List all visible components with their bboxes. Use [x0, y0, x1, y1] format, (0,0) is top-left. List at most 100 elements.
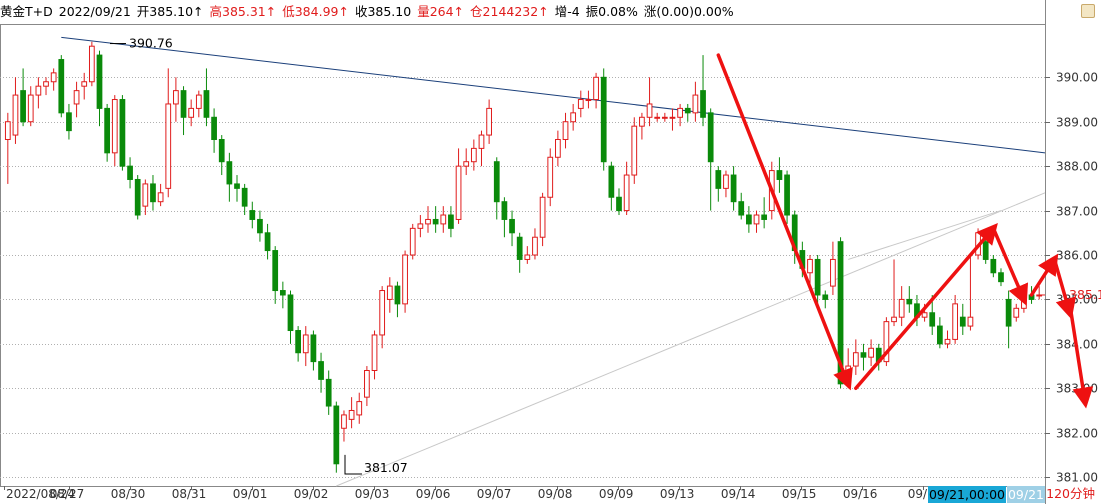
x-tick-label: 09/01: [233, 487, 268, 501]
settings-icon[interactable]: [1081, 4, 1095, 18]
candle-body: [218, 139, 225, 163]
candle-body: [577, 99, 584, 109]
candle-body: [432, 218, 439, 225]
current-price-label: 385.10: [1069, 287, 1101, 302]
candle-body: [998, 272, 1004, 283]
cursor-date-box-secondary: 09/21: [1007, 486, 1045, 503]
candle-body: [585, 99, 592, 102]
candle-body: [417, 223, 424, 229]
candle-body: [134, 178, 141, 216]
candle-body: [478, 134, 485, 149]
candle-body: [58, 59, 65, 114]
candle-body: [723, 174, 729, 189]
candle-body: [341, 414, 347, 429]
candle-body: [241, 187, 248, 207]
red-arrow: [1052, 257, 1076, 320]
candle-body: [66, 112, 72, 132]
candle-body: [211, 116, 217, 140]
candle-body: [81, 81, 88, 87]
x-tick-label: 09/13: [660, 487, 695, 501]
candle-body: [318, 361, 324, 380]
candle-body: [27, 94, 34, 123]
candle-body: [898, 298, 905, 318]
candle-body: [593, 76, 599, 101]
red-arrow: [1029, 253, 1059, 297]
y-tick-label: 388.00: [1056, 160, 1098, 174]
candle-body: [631, 125, 638, 176]
candle-body: [127, 165, 133, 180]
candle-body: [600, 76, 607, 163]
candle-body: [539, 196, 546, 238]
candle-body: [959, 316, 966, 327]
candle-body: [509, 218, 515, 234]
candle-body: [700, 90, 706, 118]
low-price: 低384.99↑: [282, 4, 349, 19]
candle-body: [50, 72, 57, 83]
candle-body: [12, 94, 19, 136]
candle-body: [188, 107, 195, 118]
candle-body: [157, 192, 164, 203]
x-tick-label: 09/07: [477, 487, 512, 501]
candle-body: [302, 334, 309, 354]
candle-body: [692, 94, 699, 114]
candle-body: [516, 236, 523, 260]
candle-body: [860, 352, 867, 358]
red-arrow: [991, 226, 1029, 306]
candle-body: [707, 112, 714, 163]
candle-body: [929, 312, 936, 327]
candle-body: [180, 90, 187, 118]
high-price: 高385.31↑: [209, 4, 277, 19]
candle-body: [4, 121, 11, 140]
candle-body: [73, 90, 80, 105]
candle-body: [921, 312, 928, 318]
candle-body: [295, 330, 301, 354]
timeframe-label[interactable]: 120分钟: [1046, 486, 1095, 501]
low-annotation: 381.07: [364, 460, 408, 475]
close-price: 收385.10: [354, 4, 412, 19]
candle-body: [784, 174, 790, 216]
candle-body: [623, 174, 630, 212]
y-tick-label: 381.00: [1056, 471, 1098, 485]
x-tick-label: 08/30: [111, 487, 146, 501]
candle-body: [463, 161, 470, 167]
candle-body: [257, 218, 263, 234]
y-tick-label: 389.00: [1056, 116, 1098, 130]
candle-body: [616, 196, 622, 212]
y-tick-label: 382.00: [1056, 427, 1098, 441]
candle-body: [111, 99, 118, 154]
candle-body: [279, 290, 286, 296]
header-date: 2022/09/21: [58, 4, 131, 19]
candle-body: [639, 116, 645, 127]
amplitude: 振0.08%: [585, 4, 638, 19]
candle-body: [715, 170, 722, 189]
candle-body: [761, 214, 768, 220]
candle-body: [661, 116, 668, 119]
candle-body: [555, 139, 561, 158]
candle-body: [287, 294, 294, 332]
candle-body: [310, 334, 317, 363]
candle-body: [119, 99, 126, 167]
y-tick-label: 383.00: [1056, 382, 1098, 396]
price-change: 涨(0.00)0.00%: [643, 4, 734, 19]
candle-body: [883, 321, 890, 363]
candle-body: [532, 236, 538, 256]
candle-body: [967, 316, 974, 327]
candle-body: [394, 285, 401, 305]
candle-body: [776, 170, 783, 180]
candle-body: [379, 290, 386, 336]
y-tick-label: 386.00: [1056, 249, 1098, 263]
candle-body: [88, 45, 95, 83]
candle-body: [165, 103, 172, 189]
candle-body: [730, 174, 737, 203]
candle-body: [982, 241, 989, 260]
x-tick-label: 09/14: [721, 487, 756, 501]
trendline-channel-upper: [848, 210, 1002, 260]
candle-body: [142, 183, 149, 207]
candle-body: [150, 183, 156, 203]
candle-body: [852, 352, 859, 367]
candle-body: [501, 201, 508, 220]
candle-body: [570, 112, 577, 123]
candle-body: [944, 338, 951, 345]
candle-body: [677, 107, 683, 118]
